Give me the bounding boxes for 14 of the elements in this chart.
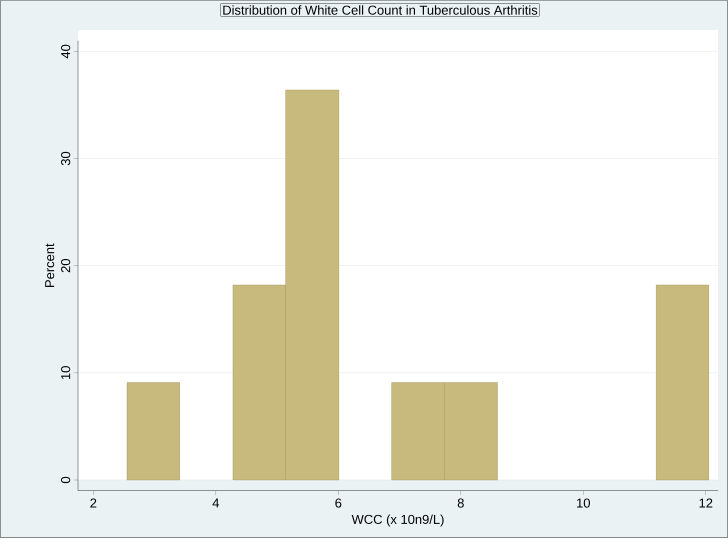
y-tick-label: 40 (61, 44, 70, 58)
y-tick-label: 0 (61, 476, 70, 484)
y-tick-label: 30 (61, 152, 70, 166)
x-tick-label: 12 (700, 498, 712, 508)
x-axis-title: WCC (x 10n9/L) (352, 514, 444, 527)
chart-title: Distribution of White Cell Count in Tuberculous Arthritis (223, 5, 538, 15)
x-tick-label: 10 (577, 498, 590, 508)
y-tick-label: 20 (61, 259, 70, 272)
x-tick-label: 8 (458, 498, 464, 508)
x-tick-label: 2 (90, 498, 96, 508)
x-tick-label: 6 (335, 498, 342, 508)
y-tick-label: 10 (61, 366, 70, 380)
y-axis-title: Percent (45, 243, 54, 287)
x-tick-label: 4 (212, 498, 220, 508)
